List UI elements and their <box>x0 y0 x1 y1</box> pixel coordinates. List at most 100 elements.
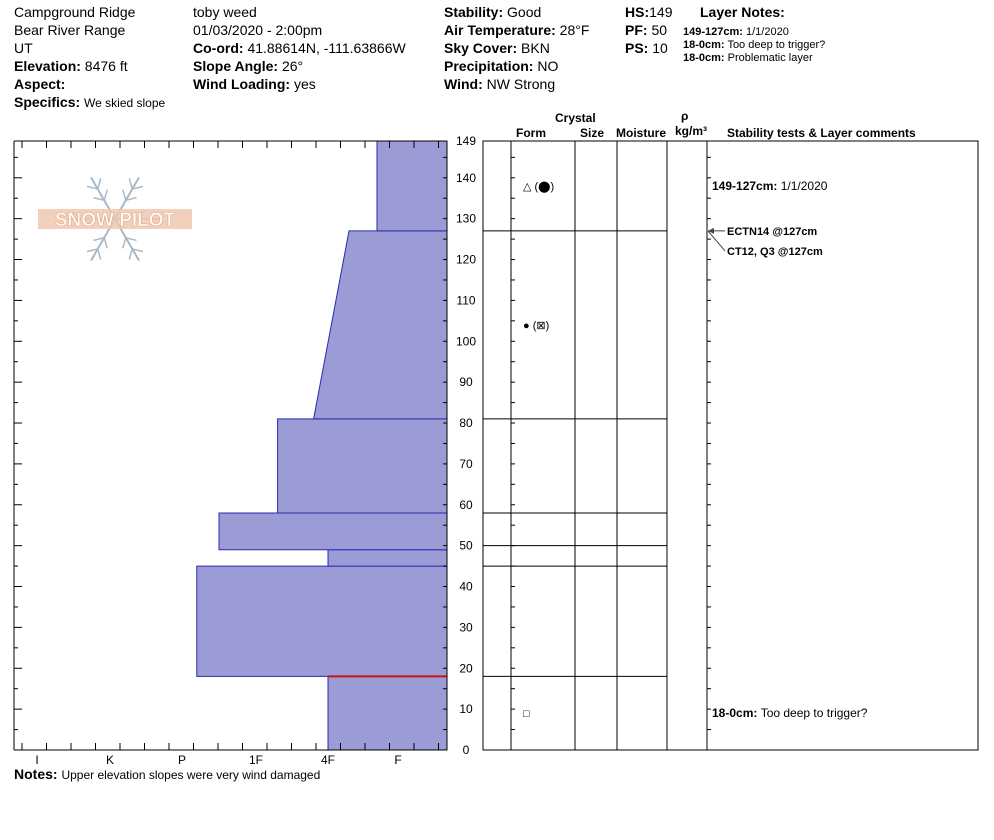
layer-comment-text: 1/1/2020 <box>781 179 828 193</box>
height-tick-label: 90 <box>459 375 473 389</box>
stability-value: Good <box>507 4 542 20</box>
layer-comment: 18-0cm: Too deep to trigger? <box>712 706 868 720</box>
snowflake-branch <box>93 196 105 202</box>
precipitation: Precipitation: NO <box>444 58 558 74</box>
notes-label: Notes: <box>14 766 58 782</box>
snowflake-branch <box>125 236 137 242</box>
height-tick-label: 40 <box>459 580 473 594</box>
ps-value: 10 <box>652 40 668 56</box>
elevation-value: 8476 ft <box>84 58 128 74</box>
coord-value: 41.88614N, -111.63866W <box>247 40 406 56</box>
layer-note: 18-0cm: Problematic layer <box>683 50 813 66</box>
crystal-header: Crystal <box>555 111 596 125</box>
snowpilot-logo: SNOW PILOT <box>38 176 192 262</box>
snowflake-branch <box>128 248 134 260</box>
snowflake-branch <box>86 248 98 253</box>
layer-comment-text: Too deep to trigger? <box>761 706 868 720</box>
coordinates: Co-ord: 41.88614N, -111.63866W <box>193 40 406 56</box>
density-unit-header: kg/m³ <box>675 124 708 138</box>
snowflake-branch <box>93 236 105 242</box>
specifics: Specifics: We skied slope <box>14 94 165 111</box>
height-tick-label: 110 <box>456 293 475 307</box>
height-tick-label: 60 <box>459 498 473 512</box>
state: UT <box>14 40 33 56</box>
precip-value: NO <box>537 58 559 74</box>
logo-text: SNOW PILOT <box>55 210 176 231</box>
location-name: Campground Ridge <box>14 4 136 20</box>
hardness-bar <box>376 140 448 232</box>
elevation: Elevation: 8476 ft <box>14 58 128 74</box>
rho-header: ρ <box>681 109 689 123</box>
layer-note-range: 18-0cm: <box>683 39 725 51</box>
pf: PF: 50 <box>625 22 667 38</box>
slope-value: 26° <box>281 58 304 74</box>
snowflake-branch <box>122 189 127 201</box>
moisture-header: Moisture <box>616 126 667 140</box>
height-tick-label: 0 <box>463 743 470 757</box>
form-header: Form <box>516 126 546 140</box>
snowflake-branch <box>125 196 137 202</box>
stability: Stability: Good <box>444 4 541 20</box>
logo-band <box>38 209 192 229</box>
hardness-tick-label: 4F <box>321 753 335 767</box>
stability-tests-header: Stability tests & Layer comments <box>727 126 916 140</box>
height-tick-label: 50 <box>459 539 473 553</box>
aspect: Aspect: <box>14 76 65 92</box>
mountain-range: Bear River Range <box>14 22 126 38</box>
wind-label: Wind: <box>444 76 483 92</box>
height-tick-label: 80 <box>459 416 473 430</box>
layer-note-text: 1/1/2020 <box>746 26 789 38</box>
air-temp-label: Air Temperature: <box>444 22 556 38</box>
sky-label: Sky Cover: <box>444 40 518 56</box>
ps: PS: 10 <box>625 40 668 56</box>
wind: Wind: NW Strong <box>444 76 555 92</box>
stability-label: Stability: <box>444 4 504 20</box>
size-header: Size <box>580 126 605 140</box>
notes: Notes: Upper elevation slopes were very … <box>14 766 320 783</box>
layer-comment: 149-127cm: 1/1/2020 <box>712 179 828 193</box>
layer-note-range: 18-0cm: <box>683 52 725 64</box>
slope-label: Slope Angle: <box>193 58 279 74</box>
crystal-form-glyph: △ (⬤) <box>523 181 554 193</box>
hs: HS:149 <box>625 4 672 20</box>
crystal-form-glyph: ● (⊠) <box>523 320 549 332</box>
specifics-label: Specifics: <box>14 94 81 110</box>
datetime: 01/03/2020 - 2:00pm <box>193 22 323 38</box>
layer-note: 149-127cm: 1/1/2020 <box>683 24 789 40</box>
wind-loading-label: Wind Loading: <box>193 76 291 92</box>
snowflake-branch <box>96 248 102 260</box>
layer-notes-title: Layer Notes: <box>700 4 785 20</box>
hardness-tick-label: 1F <box>249 753 263 767</box>
sky-value: BKN <box>521 40 550 56</box>
hs-label: HS: <box>625 4 650 20</box>
snowflake-branch <box>122 237 127 249</box>
wind-value: NW Strong <box>486 76 556 92</box>
hardness-bar <box>327 549 448 567</box>
precip-label: Precipitation: <box>444 58 534 74</box>
height-tick-label: 20 <box>459 661 473 675</box>
height-tick-label: 130 <box>456 212 476 226</box>
hardness-bar <box>312 230 448 420</box>
hs-value: 149 <box>649 4 673 20</box>
elevation-label: Elevation: <box>14 58 81 74</box>
pf-label: PF: <box>625 22 648 38</box>
stability-test: CT12, Q3 @127cm <box>727 246 823 258</box>
snowflake-branch <box>96 178 102 190</box>
height-tick-label: 10 <box>459 702 473 716</box>
hardness-tick-label: P <box>178 753 186 767</box>
test-arrow-line <box>707 230 726 252</box>
air-temperature: Air Temperature: 28°F <box>444 22 589 38</box>
snowflake-branch <box>128 178 134 190</box>
height-tick-label: 140 <box>456 171 476 185</box>
hardness-bar <box>277 418 448 514</box>
hardness-bar <box>327 675 448 751</box>
slope-angle: Slope Angle: 26° <box>193 58 303 74</box>
ps-label: PS: <box>625 40 649 56</box>
wind-loading-value: yes <box>293 76 316 92</box>
layer-note: 18-0cm: Too deep to trigger? <box>683 37 825 53</box>
stability-test: ECTN14 @127cm <box>727 226 817 238</box>
snowflake-branch <box>86 185 98 190</box>
aspect-label: Aspect: <box>14 76 66 92</box>
pf-value: 50 <box>651 22 668 38</box>
